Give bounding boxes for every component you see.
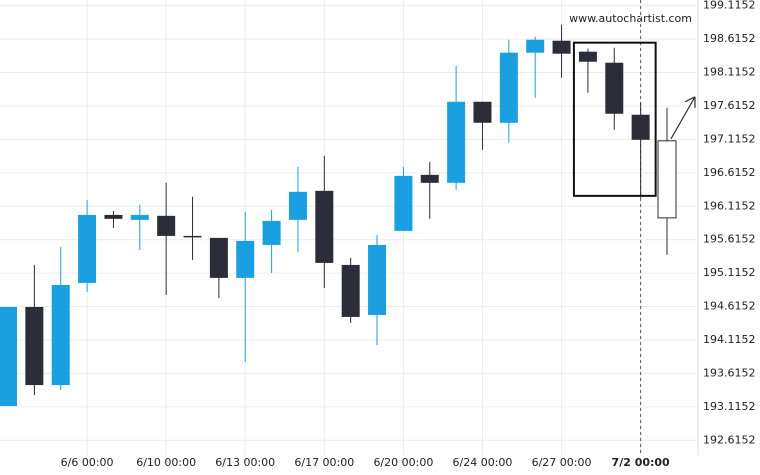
y-tick-label: 194.6152: [703, 300, 756, 313]
candle-body: [341, 264, 360, 317]
candle-body: [104, 214, 123, 219]
x-tick-label: 7/2 00:00: [612, 456, 671, 469]
candle-body: [0, 306, 17, 407]
source-label: www.autochartist.com: [569, 12, 692, 25]
forecast-candle: [657, 140, 677, 219]
candle-body: [209, 237, 228, 278]
y-tick-label: 198.1152: [703, 66, 756, 79]
candle-body: [25, 306, 44, 386]
y-tick-label: 196.6152: [703, 166, 756, 179]
y-tick-label: 193.1152: [703, 400, 756, 413]
candle-body: [605, 62, 624, 114]
y-tick-label: 195.6152: [703, 233, 756, 246]
candle-body: [526, 39, 545, 53]
x-tick-label: 6/6 00:00: [61, 456, 114, 469]
x-tick-label: 6/27 00:00: [532, 456, 592, 469]
candle-body: [183, 235, 202, 238]
x-tick-label: 6/20 00:00: [373, 456, 433, 469]
candle-body: [157, 215, 176, 236]
y-tick-label: 192.6152: [703, 433, 756, 446]
y-tick-label: 197.6152: [703, 99, 756, 112]
candle-body: [315, 190, 334, 263]
pattern-box: [572, 41, 657, 197]
candle-body: [262, 220, 281, 245]
y-tick-label: 193.6152: [703, 366, 756, 379]
candle-body: [288, 191, 307, 220]
x-tick-label: 6/10 00:00: [136, 456, 196, 469]
x-tick-label: 6/13 00:00: [215, 456, 275, 469]
candle-body: [130, 214, 149, 220]
y-tick-label: 198.6152: [703, 32, 756, 45]
candle-body: [51, 284, 70, 386]
candle-body: [420, 174, 439, 183]
candle-body: [473, 101, 492, 123]
candle-body: [78, 214, 97, 283]
y-tick-label: 199.1152: [703, 0, 756, 12]
candle-body: [631, 114, 650, 140]
y-tick-label: 196.1152: [703, 199, 756, 212]
y-tick-label: 194.1152: [703, 333, 756, 346]
y-tick-label: 195.1152: [703, 266, 756, 279]
candle-body: [447, 101, 466, 183]
candle-body: [394, 175, 413, 231]
y-tick-label: 197.1152: [703, 132, 756, 145]
forecast-arrow: [670, 96, 696, 140]
candle-body: [368, 244, 387, 315]
candle-body: [552, 40, 571, 54]
x-tick-label: 6/24 00:00: [453, 456, 513, 469]
candle-body: [578, 51, 597, 62]
candle-body: [236, 240, 255, 278]
candle-body: [499, 52, 518, 123]
x-tick-label: 6/17 00:00: [294, 456, 354, 469]
